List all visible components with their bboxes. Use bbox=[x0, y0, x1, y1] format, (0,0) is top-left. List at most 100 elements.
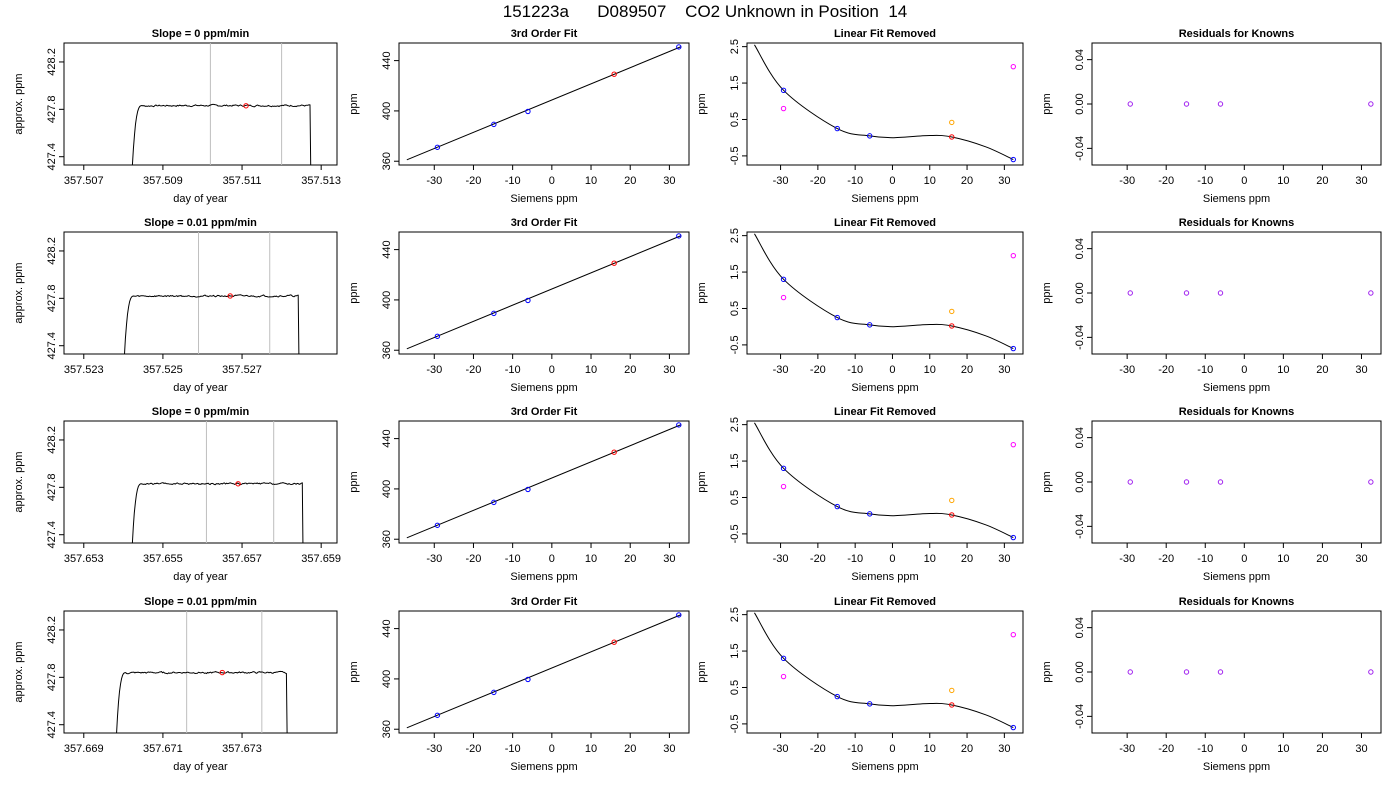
known-point bbox=[1010, 724, 1017, 731]
y-tick-label: 2.5 bbox=[729, 228, 741, 243]
x-tick-label: 20 bbox=[624, 364, 636, 376]
plot-area bbox=[1127, 479, 1374, 485]
fit-line bbox=[406, 46, 682, 161]
x-tick-label: 30 bbox=[998, 743, 1010, 755]
plot-area bbox=[1127, 290, 1374, 296]
plot-area bbox=[406, 422, 682, 539]
x-tick-label: -20 bbox=[1158, 743, 1174, 755]
plot-frame bbox=[1091, 42, 1382, 166]
y-tick-label: 427.4 bbox=[46, 332, 58, 360]
x-tick-label: -30 bbox=[1119, 743, 1135, 755]
y-tick-label: 440 bbox=[381, 429, 393, 447]
x-tick-label: 357.673 bbox=[222, 743, 262, 755]
x-tick-label: 357.653 bbox=[64, 553, 104, 565]
y-tick-label: 427.8 bbox=[46, 285, 58, 313]
x-tick-label: 30 bbox=[998, 364, 1010, 376]
x-tick-label: 20 bbox=[961, 175, 973, 187]
x-tick-label: -20 bbox=[810, 743, 826, 755]
y-tick-label: 0.04 bbox=[1074, 427, 1086, 448]
plot-frame bbox=[746, 420, 1024, 544]
y-tick-label: 360 bbox=[381, 720, 393, 738]
x-tick-label: -10 bbox=[1197, 743, 1213, 755]
x-tick-label: -20 bbox=[1158, 364, 1174, 376]
panel-title: Slope = 0 ppm/min bbox=[152, 28, 250, 40]
known-point bbox=[676, 612, 682, 618]
x-tick-label: -30 bbox=[426, 175, 442, 187]
y-tick-label: 0.04 bbox=[1074, 49, 1086, 70]
known-point bbox=[491, 499, 497, 506]
y-tick-label: 428.2 bbox=[46, 237, 58, 265]
known-point bbox=[676, 422, 682, 428]
magenta-point bbox=[780, 673, 787, 680]
x-tick-label: -30 bbox=[1119, 175, 1135, 187]
y-tick-label: -0.04 bbox=[1074, 136, 1086, 161]
plot-area bbox=[754, 422, 1017, 541]
fit-line bbox=[406, 235, 682, 350]
panel-title: Residuals for Knowns bbox=[1179, 217, 1295, 229]
fit-curve bbox=[754, 422, 1014, 538]
residual-point bbox=[1217, 290, 1224, 296]
x-tick-label: 10 bbox=[585, 743, 597, 755]
panel-title: Linear Fit Removed bbox=[834, 596, 936, 608]
y-tick-label: 0.00 bbox=[1074, 282, 1086, 303]
plot-frame bbox=[398, 42, 690, 166]
y-axis-label: ppm bbox=[348, 93, 360, 114]
y-tick-label: 400 bbox=[381, 102, 393, 120]
panel-3-4: Residuals for Knowns -30 -20 -10 0 10 20 30 -0.0… bbox=[1041, 406, 1382, 583]
x-axis-label: Siemens ppm bbox=[851, 193, 918, 205]
plot-area bbox=[406, 233, 682, 350]
plot-frame bbox=[63, 610, 338, 734]
unknown-point bbox=[949, 702, 955, 708]
x-tick-label: 10 bbox=[924, 553, 936, 565]
y-tick-label: 1.5 bbox=[729, 75, 741, 90]
y-axis-label: ppm bbox=[1041, 282, 1053, 303]
residual-point bbox=[1127, 479, 1133, 485]
y-tick-label: 360 bbox=[381, 341, 393, 359]
figure-title: 151223a D089507 CO2 Unknown in Position … bbox=[503, 2, 907, 21]
known-point bbox=[834, 125, 840, 132]
x-tick-label: 10 bbox=[1277, 553, 1289, 565]
panel-4-4: Residuals for Knowns -30 -20 -10 0 10 20 30 -0.0… bbox=[1041, 596, 1382, 773]
residual-point bbox=[1183, 290, 1190, 296]
plot-frame bbox=[746, 231, 1024, 355]
orange-point bbox=[949, 497, 955, 504]
known-point bbox=[834, 693, 840, 700]
y-tick-label: -0.04 bbox=[1074, 704, 1086, 729]
x-tick-label: -20 bbox=[466, 743, 482, 755]
residual-point bbox=[1183, 669, 1190, 675]
plot-area bbox=[406, 44, 682, 161]
y-tick-label: 1.5 bbox=[729, 264, 741, 279]
x-tick-label: 357.507 bbox=[64, 175, 104, 187]
known-point bbox=[780, 465, 787, 472]
known-point bbox=[1010, 345, 1017, 352]
plot-frame bbox=[63, 420, 338, 544]
y-axis-label: ppm bbox=[348, 661, 360, 682]
x-tick-label: 10 bbox=[1277, 743, 1289, 755]
x-tick-label: 10 bbox=[924, 175, 936, 187]
ppm-trace bbox=[131, 482, 304, 543]
x-tick-label: -20 bbox=[466, 364, 482, 376]
known-point bbox=[525, 676, 531, 683]
orange-point bbox=[949, 119, 955, 126]
orange-point bbox=[949, 687, 955, 694]
residual-point bbox=[1217, 479, 1224, 485]
x-tick-label: 357.523 bbox=[64, 364, 104, 376]
panel-title: Slope = 0.01 ppm/min bbox=[144, 217, 257, 229]
fit-curve bbox=[754, 612, 1014, 728]
x-tick-label: 20 bbox=[1316, 175, 1328, 187]
panel-title: Linear Fit Removed bbox=[834, 28, 936, 40]
known-point bbox=[867, 511, 873, 517]
x-tick-label: -30 bbox=[426, 743, 442, 755]
plot-area bbox=[754, 44, 1017, 163]
ppm-trace bbox=[124, 294, 300, 354]
y-tick-label: 427.4 bbox=[46, 521, 58, 549]
x-tick-label: -10 bbox=[847, 553, 863, 565]
known-point bbox=[525, 486, 531, 493]
y-axis-label: ppm bbox=[696, 93, 708, 114]
panel-title: 3rd Order Fit bbox=[511, 28, 578, 40]
fit-line bbox=[406, 614, 682, 729]
unknown-point bbox=[611, 71, 617, 77]
plot-frame bbox=[1091, 610, 1382, 734]
x-tick-label: 20 bbox=[1316, 743, 1328, 755]
plot-area bbox=[116, 611, 288, 733]
